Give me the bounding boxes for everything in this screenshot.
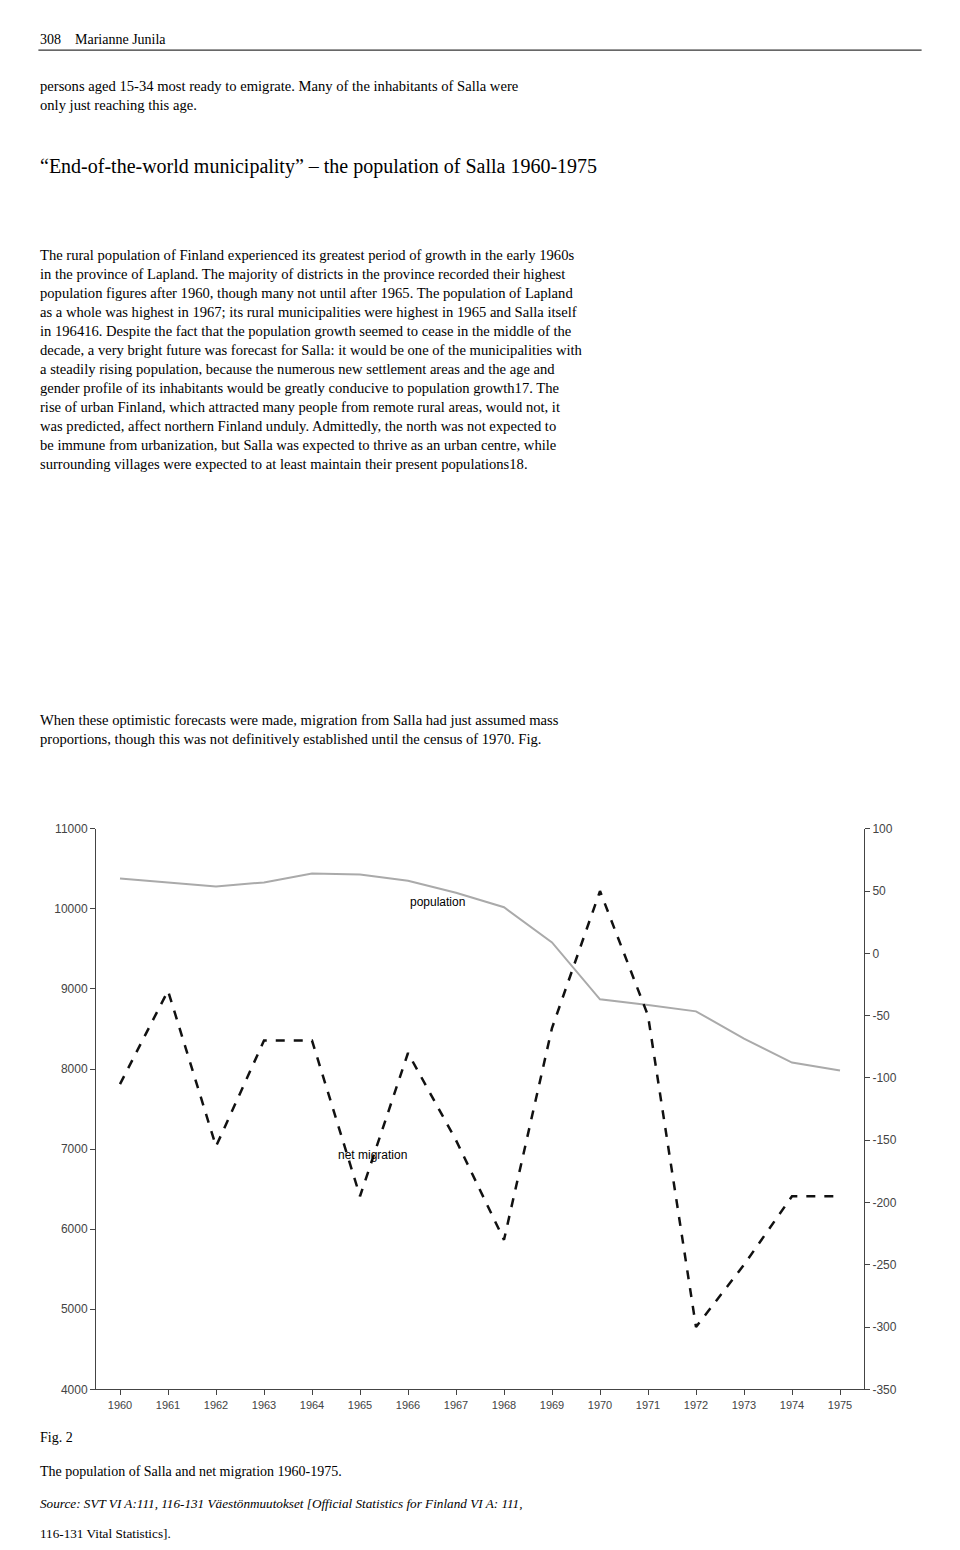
svg-text:Fig. 2: Fig. 2	[40, 1430, 73, 1445]
svg-text:116-131 Vital Statistics].: 116-131 Vital Statistics].	[40, 1526, 171, 1541]
svg-text:6000: 6000	[61, 1222, 88, 1236]
svg-text:1964: 1964	[300, 1399, 324, 1411]
svg-text:1961: 1961	[156, 1399, 180, 1411]
svg-text:11000: 11000	[55, 822, 88, 836]
svg-text:-150: -150	[872, 1133, 896, 1147]
svg-text:1967: 1967	[444, 1399, 468, 1411]
svg-text:1970: 1970	[588, 1399, 612, 1411]
svg-text:population: population	[410, 895, 465, 909]
svg-text:1971: 1971	[636, 1399, 660, 1411]
svg-text:8000: 8000	[61, 1062, 88, 1076]
svg-text:The population of Salla and ne: The population of Salla and net migratio…	[40, 1464, 342, 1479]
svg-text:-100: -100	[872, 1071, 896, 1085]
svg-text:1966: 1966	[396, 1399, 420, 1411]
svg-text:1972: 1972	[684, 1399, 708, 1411]
svg-text:1969: 1969	[540, 1399, 564, 1411]
svg-text:-300: -300	[872, 1320, 896, 1334]
svg-text:net migration: net migration	[338, 1148, 407, 1162]
svg-text:The rural population of Finlan: The rural population of Finland experien…	[40, 247, 583, 472]
svg-text:308 Marianne Junila: 308 Marianne Junila	[40, 32, 166, 47]
svg-text:When these optimistic forecast: When these optimistic forecasts were mad…	[40, 712, 559, 747]
svg-text:-200: -200	[872, 1196, 896, 1210]
svg-text:1968: 1968	[492, 1399, 516, 1411]
svg-text:100: 100	[872, 822, 892, 836]
svg-text:persons aged 15-34 most ready: persons aged 15-34 most ready to emigrat…	[40, 78, 518, 113]
svg-text:1962: 1962	[204, 1399, 228, 1411]
svg-text:0: 0	[872, 947, 879, 961]
svg-text:-350: -350	[872, 1383, 896, 1397]
svg-text:7000: 7000	[61, 1142, 88, 1156]
svg-text:10000: 10000	[54, 902, 88, 916]
svg-text:1974: 1974	[780, 1399, 804, 1411]
svg-text:1960: 1960	[108, 1399, 132, 1411]
svg-text:1963: 1963	[252, 1399, 276, 1411]
svg-text:Source: SVT VI A:111, 116-131: Source: SVT VI A:111, 116-131 Väestönmuu…	[40, 1496, 523, 1511]
svg-text:4000: 4000	[61, 1383, 88, 1397]
svg-text:5000: 5000	[61, 1302, 88, 1316]
svg-text:“End-of-the-world municipality: “End-of-the-world municipality” – the po…	[40, 155, 597, 178]
svg-text:-50: -50	[872, 1009, 890, 1023]
svg-text:1965: 1965	[348, 1399, 372, 1411]
svg-text:1975: 1975	[828, 1399, 852, 1411]
svg-text:1973: 1973	[732, 1399, 756, 1411]
svg-text:50: 50	[872, 884, 886, 898]
svg-text:9000: 9000	[61, 982, 88, 996]
svg-text:-250: -250	[872, 1258, 896, 1272]
